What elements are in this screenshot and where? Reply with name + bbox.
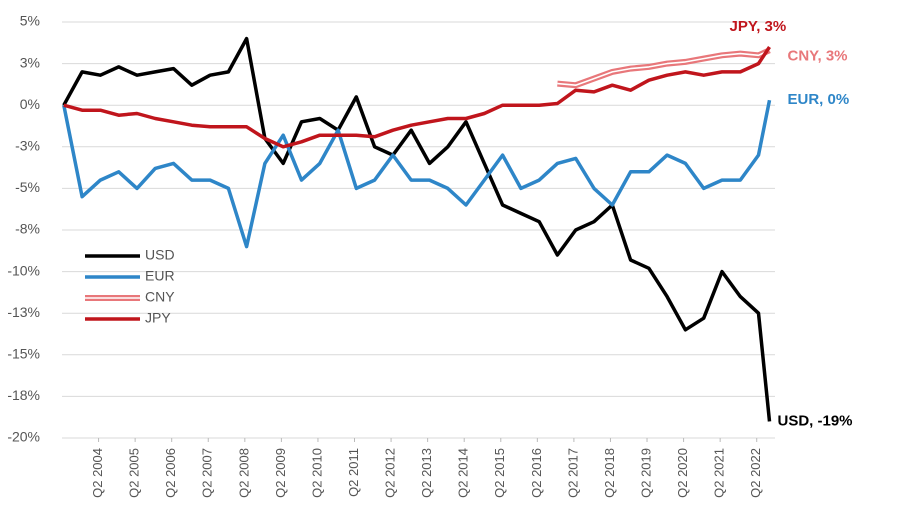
x-tick-label: Q2 2021 bbox=[712, 448, 727, 498]
y-tick-label: -15% bbox=[7, 346, 40, 362]
x-tick-label: Q2 2008 bbox=[236, 448, 251, 498]
x-tick-label: Q2 2012 bbox=[383, 448, 398, 498]
legend-label: JPY bbox=[145, 310, 171, 326]
x-tick-label: Q2 2007 bbox=[200, 448, 215, 498]
y-tick-label: -5% bbox=[15, 179, 40, 195]
x-tick-label: Q2 2013 bbox=[419, 448, 434, 498]
x-tick-label: Q2 2009 bbox=[273, 448, 288, 498]
x-tick-label: Q2 2006 bbox=[163, 448, 178, 498]
series-line bbox=[63, 46, 771, 149]
legend-label: EUR bbox=[145, 268, 175, 284]
y-tick-label: -18% bbox=[7, 387, 40, 403]
legend: USD EUR CNY JPY bbox=[85, 247, 175, 326]
y-tick-label: -10% bbox=[7, 262, 40, 278]
x-tick-label: Q2 2011 bbox=[346, 448, 361, 497]
y-tick-label: -8% bbox=[15, 221, 40, 237]
x-tick-label: Q2 2005 bbox=[127, 448, 142, 498]
x-tick-label: Q2 2014 bbox=[456, 448, 471, 498]
x-tick-label: Q2 2018 bbox=[602, 448, 617, 498]
x-tick-label: Q2 2020 bbox=[675, 448, 690, 498]
y-tick-label: 3% bbox=[20, 54, 40, 70]
end-label: USD, -19% bbox=[778, 412, 853, 429]
end-label: EUR, 0% bbox=[788, 91, 850, 108]
legend-label: USD bbox=[145, 247, 175, 263]
x-tick-label: Q2 2010 bbox=[309, 448, 324, 498]
y-tick-label: 0% bbox=[20, 96, 40, 112]
x-tick-label: Q2 2022 bbox=[748, 448, 763, 498]
y-tick-label: 5% bbox=[20, 13, 40, 29]
x-tick-label: Q2 2016 bbox=[529, 448, 544, 498]
x-tick-label: Q2 2017 bbox=[565, 448, 580, 498]
line-highlight bbox=[557, 49, 770, 86]
end-label: JPY, 3% bbox=[730, 18, 787, 35]
y-tick-label: -20% bbox=[7, 429, 40, 445]
x-tick-label: Q2 2015 bbox=[492, 448, 507, 498]
series-line bbox=[62, 99, 772, 249]
x-tick-label: Q2 2019 bbox=[638, 448, 653, 498]
y-tick-label: -3% bbox=[15, 138, 40, 154]
end-label: CNY, 3% bbox=[788, 47, 848, 64]
legend-label: CNY bbox=[145, 289, 175, 305]
y-tick-label: -13% bbox=[7, 304, 40, 320]
series-line bbox=[62, 36, 772, 422]
x-tick-label: Q2 2004 bbox=[90, 448, 105, 498]
